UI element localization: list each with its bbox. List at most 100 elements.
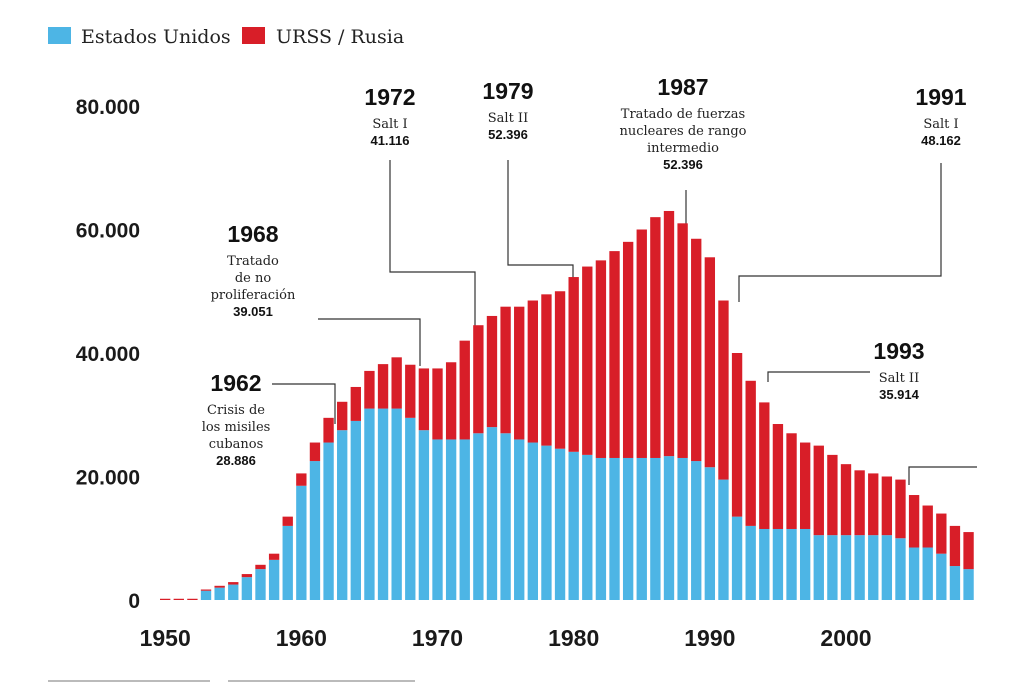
annotation-text: Tratado de fuerzas: [621, 107, 745, 122]
annotation-value: 52.396: [488, 127, 528, 142]
bar-urss-rusia-1998: [813, 445, 824, 536]
bar-estados-unidos-1994: [759, 528, 770, 600]
legend-swatch-urss-rusia: [242, 27, 265, 44]
bar-urss-rusia-1992: [731, 353, 743, 517]
legend-label-urss-rusia: URSS / Rusia: [276, 26, 404, 48]
bar-estados-unidos-2006: [922, 547, 933, 600]
annotation-leader-lines: [272, 160, 977, 485]
bar-urss-rusia-2009: [963, 532, 974, 570]
y-tick-label: 20.000: [76, 467, 140, 490]
bar-estados-unidos-1996: [786, 528, 797, 600]
bar-estados-unidos-1969: [418, 430, 430, 600]
bar-urss-rusia-1952: [187, 598, 198, 600]
legend-label-estados-unidos: Estados Unidos: [81, 26, 231, 48]
bar-urss-rusia-1973: [473, 325, 484, 434]
bar-estados-unidos-1965: [364, 408, 375, 600]
annotation-text: los misiles: [202, 420, 271, 435]
annotation-year: 1968: [227, 221, 278, 247]
annotation-value: 28.886: [216, 453, 256, 468]
bar-estados-unidos-1982: [595, 457, 607, 600]
bar-estados-unidos-1993: [745, 525, 756, 600]
bar-urss-rusia-1982: [595, 260, 607, 458]
bar-estados-unidos-1961: [309, 461, 321, 600]
annotation-1987: 1987 Tratado de fuerzas nucleares de rango…: [620, 74, 747, 172]
annotation-text: nucleares de rango: [620, 124, 747, 139]
x-tick-label: 1960: [276, 625, 327, 651]
bar-urss-rusia-1970: [432, 368, 443, 440]
bar-urss-rusia-1960: [296, 473, 307, 486]
bar-estados-unidos-2005: [908, 547, 920, 600]
bar-urss-rusia-1969: [418, 368, 430, 431]
y-tick-label: 80.000: [76, 96, 140, 119]
bar-urss-rusia-1955: [228, 582, 239, 585]
bar-urss-rusia-1968: [405, 364, 416, 418]
bar-urss-rusia-1954: [214, 585, 225, 588]
bar-urss-rusia-1950: [160, 598, 171, 600]
bar-estados-unidos-1971: [445, 439, 457, 600]
annotation-year: 1972: [364, 84, 415, 110]
annotation-year: 1962: [210, 370, 261, 396]
bar-urss-rusia-2005: [908, 495, 920, 548]
bar-estados-unidos-1972: [459, 439, 470, 600]
bar-estados-unidos-1977: [527, 442, 538, 600]
bar-urss-rusia-1967: [391, 357, 402, 409]
bar-urss-rusia-1987: [663, 210, 675, 457]
bar-estados-unidos-1983: [609, 457, 620, 600]
annotation-text: Salt I: [923, 117, 958, 132]
bar-urss-rusia-1991: [718, 300, 729, 480]
bar-estados-unidos-1967: [391, 408, 402, 600]
bar-urss-rusia-2000: [840, 464, 852, 536]
bar-estados-unidos-1953: [200, 590, 212, 600]
bar-urss-rusia-1957: [255, 564, 266, 570]
annotation-text: Crisis de: [207, 403, 265, 418]
bar-estados-unidos-1985: [636, 457, 647, 600]
bar-urss-rusia-1956: [241, 574, 253, 578]
bar-urss-rusia-1996: [786, 433, 797, 529]
bar-urss-rusia-1978: [541, 294, 552, 446]
annotation-text: Salt II: [488, 111, 528, 126]
bar-urss-rusia-1965: [364, 370, 375, 409]
bar-estados-unidos-1973: [473, 433, 484, 600]
bar-estados-unidos-1966: [377, 408, 389, 600]
bar-estados-unidos-1978: [541, 445, 552, 600]
bar-estados-unidos-1979: [554, 448, 566, 600]
bar-estados-unidos-1990: [704, 467, 716, 600]
x-tick-label: 1950: [140, 625, 191, 651]
annotation-1991: 1991 Salt I48.162: [915, 84, 966, 148]
x-tick-label: 2000: [820, 625, 871, 651]
bar-urss-rusia-2002: [868, 473, 879, 536]
bar-urss-rusia-1974: [486, 315, 498, 428]
bar-urss-rusia-1983: [609, 251, 620, 458]
annotation-year: 1991: [915, 84, 966, 110]
bar-estados-unidos-1970: [432, 439, 443, 600]
bar-estados-unidos-1960: [296, 485, 307, 600]
bar-estados-unidos-2004: [895, 538, 906, 600]
bar-urss-rusia-1990: [704, 257, 716, 468]
bar-urss-rusia-2003: [881, 476, 893, 536]
annotation-text: intermedio: [647, 141, 719, 156]
bar-urss-rusia-1958: [268, 553, 280, 560]
bar-estados-unidos-1959: [282, 525, 293, 600]
bar-urss-rusia-1966: [377, 364, 389, 409]
bar-estados-unidos-1981: [582, 454, 593, 600]
bar-estados-unidos-2009: [963, 569, 974, 600]
bar-estados-unidos-1962: [323, 442, 334, 600]
leader-line: [908, 466, 977, 485]
bar-urss-rusia-1972: [459, 340, 470, 440]
bar-estados-unidos-1980: [568, 451, 579, 600]
bar-urss-rusia-1981: [582, 266, 593, 455]
bar-estados-unidos-1995: [772, 528, 784, 600]
legend: Estados Unidos URSS / Rusia: [48, 26, 404, 48]
bar-estados-unidos-1988: [677, 457, 688, 600]
bar-estados-unidos-1987: [663, 456, 675, 600]
bar-estados-unidos-1954: [214, 587, 225, 600]
bar-urss-rusia-1985: [636, 229, 647, 458]
bar-urss-rusia-1964: [350, 386, 361, 421]
x-tick-label: 1990: [684, 625, 735, 651]
bar-estados-unidos-1963: [337, 430, 348, 600]
y-axis: 80.000 60.000 40.000 20.000 0: [76, 96, 140, 613]
bar-urss-rusia-1988: [677, 223, 688, 458]
bar-urss-rusia-1989: [691, 238, 702, 462]
